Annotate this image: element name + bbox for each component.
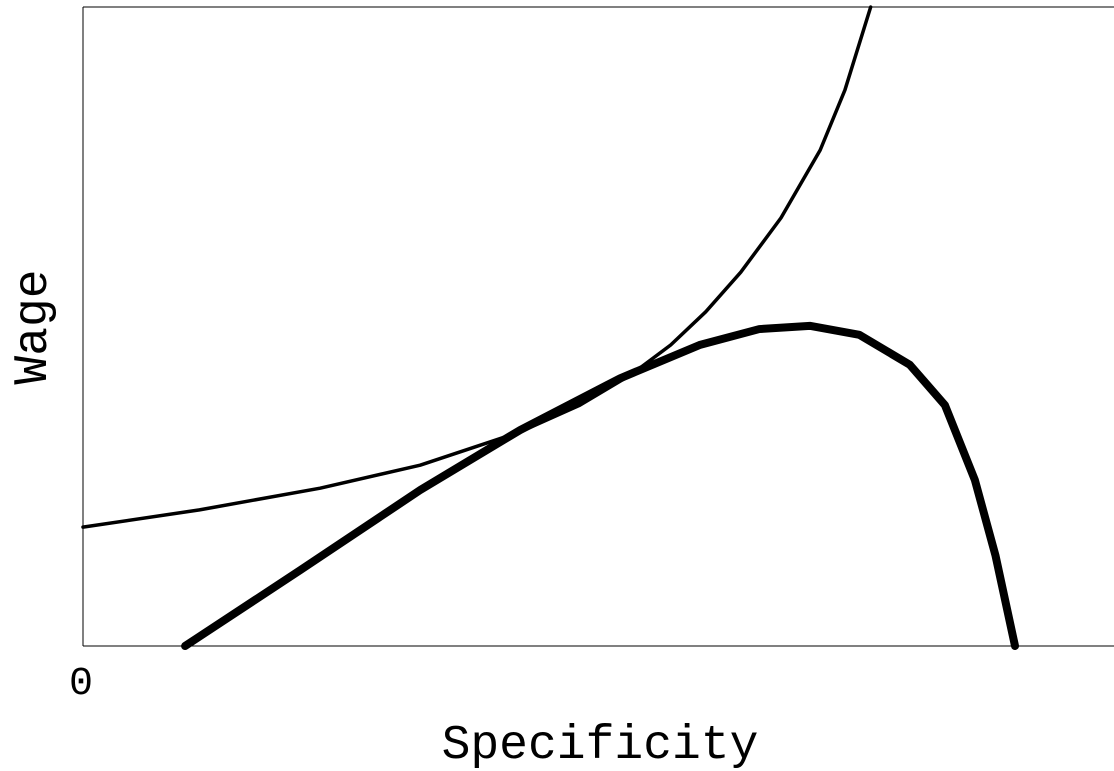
y-axis-label: Wage [7, 269, 61, 384]
curve [81, 5, 873, 529]
x-axis-label: Specificity [442, 719, 759, 771]
x-tick-label: 0 [69, 662, 93, 707]
curve [181, 321, 1020, 650]
